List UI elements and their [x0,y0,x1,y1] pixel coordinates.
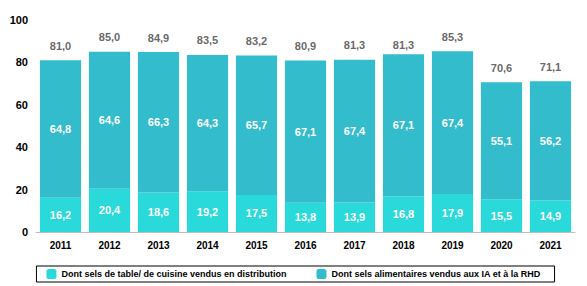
svg-text:2011: 2011 [50,240,72,251]
svg-text:2019: 2019 [441,240,464,251]
svg-text:17,9: 17,9 [442,207,463,219]
svg-text:81,3: 81,3 [393,39,414,51]
svg-text:0: 0 [22,226,28,238]
svg-text:Dont sels alimentaires vendus: Dont sels alimentaires vendus aux IA et … [331,269,540,279]
svg-text:15,5: 15,5 [491,210,512,222]
svg-text:17,5: 17,5 [246,207,267,219]
svg-text:64,3: 64,3 [197,117,218,129]
svg-text:Dont sels de table/ de cuisine: Dont sels de table/ de cuisine vendus en… [61,269,286,279]
svg-text:80: 80 [16,56,28,68]
svg-text:20: 20 [16,184,28,196]
svg-text:14,9: 14,9 [540,210,561,222]
svg-text:2015: 2015 [245,240,268,251]
svg-text:80,9: 80,9 [295,40,316,52]
svg-text:71,1: 71,1 [540,61,561,73]
svg-text:85,0: 85,0 [99,31,120,43]
svg-text:2014: 2014 [196,240,219,251]
svg-text:84,9: 84,9 [148,32,169,44]
svg-text:2018: 2018 [392,240,415,251]
svg-text:67,1: 67,1 [295,126,316,138]
svg-text:2012: 2012 [98,240,121,251]
svg-text:16,8: 16,8 [393,208,414,220]
svg-text:67,1: 67,1 [393,119,414,131]
svg-text:2021: 2021 [539,240,562,251]
svg-text:100: 100 [10,14,28,26]
svg-text:64,8: 64,8 [50,123,71,135]
svg-text:13,9: 13,9 [344,211,365,223]
svg-text:2013: 2013 [147,240,170,251]
svg-text:16,2: 16,2 [50,209,71,221]
svg-text:55,1: 55,1 [491,135,512,147]
svg-text:81,0: 81,0 [50,40,71,52]
svg-text:60: 60 [16,99,28,111]
svg-text:70,6: 70,6 [491,62,512,74]
svg-text:81,3: 81,3 [344,39,365,51]
svg-text:56,2: 56,2 [540,135,561,147]
svg-text:83,5: 83,5 [197,34,218,46]
svg-text:83,2: 83,2 [246,35,267,47]
svg-text:20,4: 20,4 [99,204,121,216]
svg-text:2017: 2017 [343,240,366,251]
svg-text:85,3: 85,3 [442,31,463,43]
svg-text:2016: 2016 [294,240,317,251]
svg-text:65,7: 65,7 [246,119,267,131]
svg-text:40: 40 [16,141,28,153]
svg-text:18,6: 18,6 [148,206,169,218]
svg-text:2020: 2020 [490,240,513,251]
svg-text:67,4: 67,4 [344,125,366,137]
svg-text:19,2: 19,2 [197,206,218,218]
svg-text:67,4: 67,4 [442,117,464,129]
svg-text:13,8: 13,8 [295,211,316,223]
svg-text:66,3: 66,3 [148,116,169,128]
svg-text:64,6: 64,6 [99,114,120,126]
